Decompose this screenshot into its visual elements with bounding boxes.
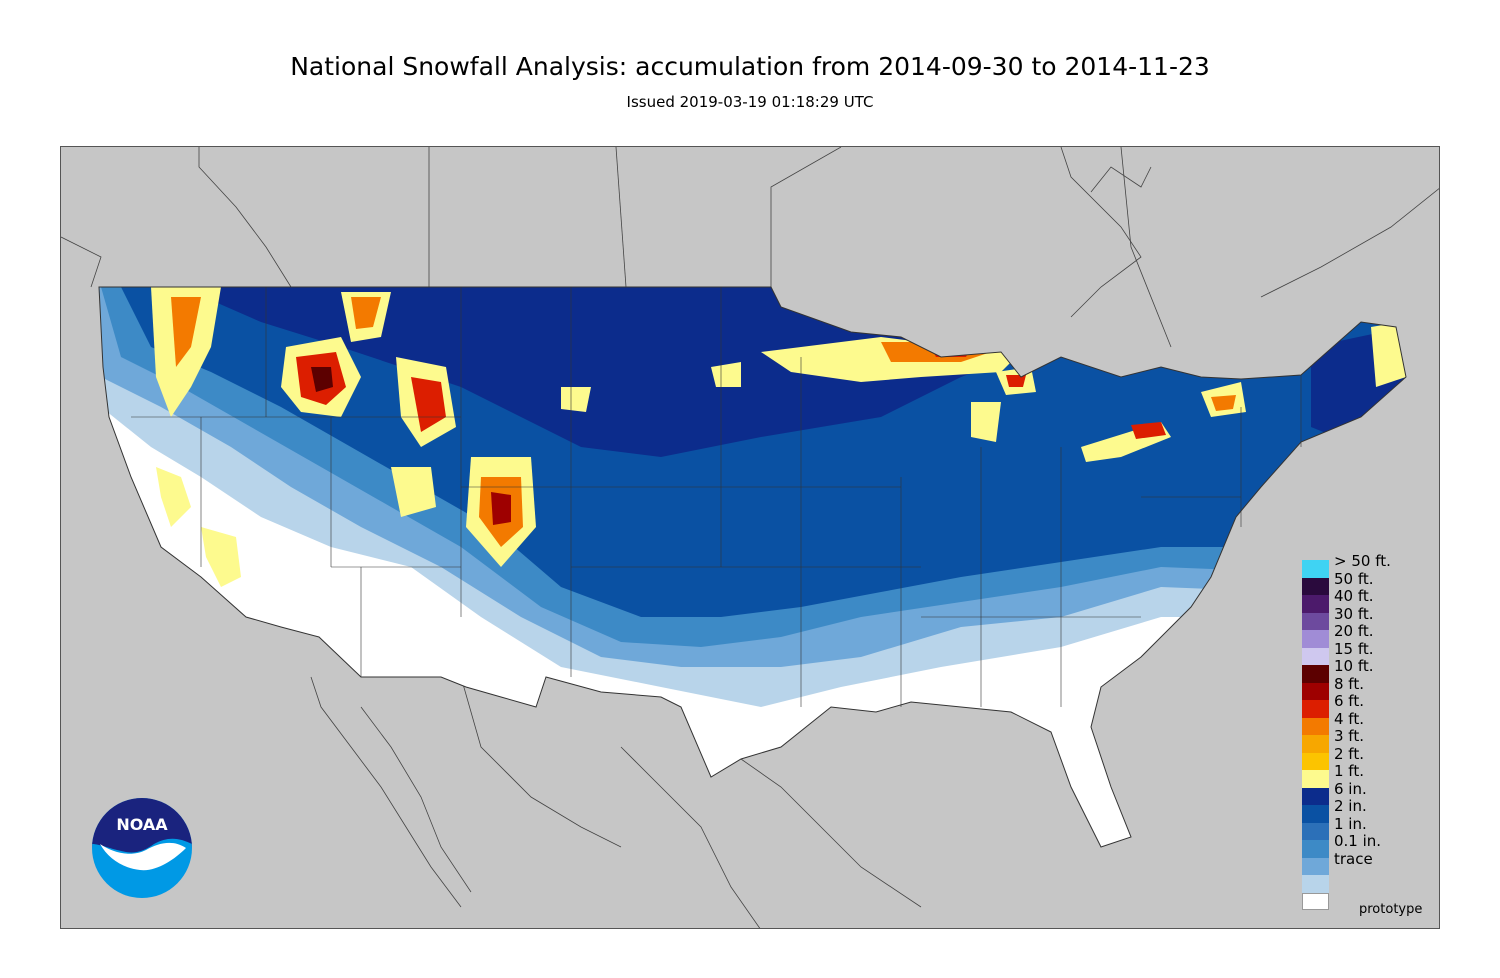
legend: > 50 ft. 50 ft. 40 ft. 30 ft. 20 ft. 15 ft. 10… [1302, 552, 1412, 910]
legend-label: > 50 ft. [1334, 552, 1391, 570]
legend-item: 6 in. [1302, 780, 1412, 805]
legend-label: 6 in. [1334, 779, 1367, 798]
legend-item: 50 ft. [1302, 570, 1412, 595]
legend-swatch [1302, 805, 1329, 823]
legend-swatch [1302, 787, 1329, 805]
legend-item: > 50 ft. [1302, 552, 1412, 578]
legend-swatch [1302, 682, 1329, 700]
legend-item: 40 ft. [1302, 587, 1412, 613]
legend-item: 10 ft. [1302, 657, 1412, 683]
snowfall-map [60, 146, 1440, 929]
legend-item: 4 ft. [1302, 710, 1412, 735]
map-canvas [61, 147, 1439, 928]
legend-item: 30 ft. [1302, 605, 1412, 630]
legend-swatch [1302, 857, 1329, 875]
legend-label: 0.1 in. [1334, 832, 1382, 850]
snowfall-field [99, 287, 1406, 847]
legend-item: 6 ft. [1302, 692, 1412, 718]
legend-label: 40 ft. [1334, 587, 1374, 605]
legend-item: 0.1 in. [1302, 832, 1412, 858]
legend-label: 20 ft. [1334, 622, 1374, 640]
legend-item: 15 ft. [1302, 640, 1412, 665]
issued-timestamp: Issued 2019-03-19 01:18:29 UTC [626, 93, 874, 111]
legend-item: 1 in. [1302, 815, 1412, 840]
legend-label: 8 ft. [1334, 674, 1364, 693]
legend-label: 2 ft. [1334, 744, 1364, 763]
legend-swatch [1302, 875, 1329, 893]
legend-swatch [1302, 752, 1329, 770]
legend-item [1302, 875, 1412, 893]
legend-item: 3 ft. [1302, 727, 1412, 753]
legend-swatch [1302, 577, 1329, 595]
legend-item: 8 ft. [1302, 675, 1412, 700]
legend-swatch [1302, 665, 1329, 683]
legend-label: 10 ft. [1334, 657, 1374, 675]
noaa-logo-text: NOAA [116, 815, 168, 834]
legend-swatch [1302, 647, 1329, 665]
legend-swatch [1302, 595, 1329, 613]
legend-label: 1 in. [1334, 814, 1367, 833]
legend-item: 1 ft. [1302, 762, 1412, 788]
legend-label: 30 ft. [1334, 604, 1374, 623]
legend-label: 2 in. [1334, 797, 1367, 815]
noaa-logo-icon: NOAA [90, 796, 194, 904]
legend-swatch [1302, 892, 1329, 910]
map-title: National Snowfall Analysis: accumulation… [290, 52, 1210, 81]
legend-swatch-border [1302, 892, 1329, 910]
legend-swatch [1302, 770, 1329, 788]
legend-item: 2 in. [1302, 797, 1412, 823]
legend-item: 2 ft. [1302, 745, 1412, 770]
legend-label: 6 ft. [1334, 692, 1364, 710]
legend-label: 15 ft. [1334, 639, 1374, 658]
state-lines [131, 287, 1302, 707]
legend-swatch [1302, 717, 1329, 735]
legend-swatch [1302, 735, 1329, 753]
legend-label: 50 ft. [1334, 569, 1374, 588]
conus-outline [98, 286, 1407, 848]
legend-label: 4 ft. [1334, 709, 1364, 728]
legend-label: 1 ft. [1334, 762, 1364, 780]
legend-label: 3 ft. [1334, 727, 1364, 745]
legend-swatch [1302, 700, 1329, 718]
legend-swatch [1302, 560, 1329, 578]
legend-item: 20 ft. [1302, 622, 1412, 648]
legend-label: trace [1334, 849, 1373, 868]
legend-swatch [1302, 840, 1329, 858]
legend-item: trace [1302, 850, 1412, 875]
prototype-watermark: prototype [1359, 902, 1423, 917]
legend-swatch [1302, 822, 1329, 840]
legend-swatch [1302, 630, 1329, 648]
legend-item [1302, 892, 1412, 910]
legend-swatch [1302, 612, 1329, 630]
